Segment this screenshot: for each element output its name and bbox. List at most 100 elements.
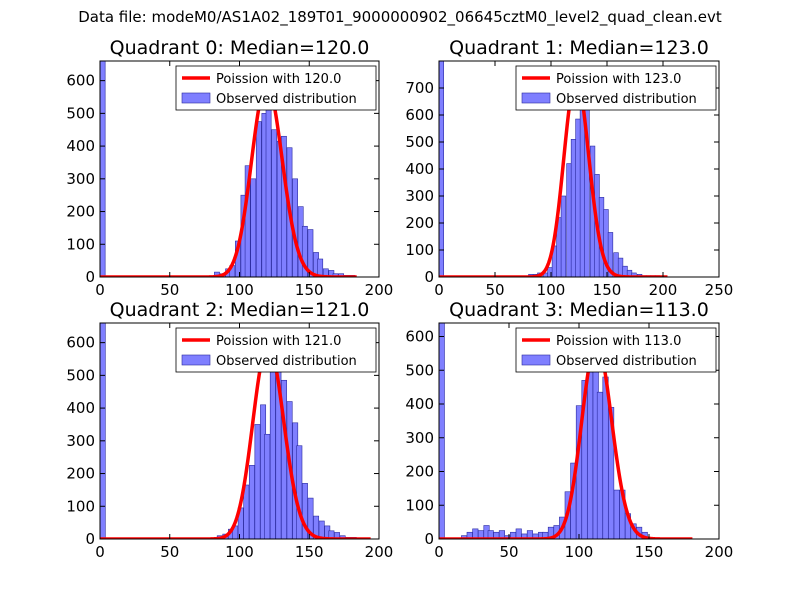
legend-bar-swatch (521, 354, 551, 366)
y-tick-label: 400 (66, 399, 95, 417)
histogram-bar (100, 323, 106, 539)
legend-bar-swatch (521, 92, 551, 104)
poisson-curve (100, 81, 358, 277)
histogram-bar (317, 258, 324, 277)
y-tick-label: 500 (405, 361, 434, 379)
legend-bar-swatch (181, 354, 211, 366)
histogram-bar (244, 165, 251, 277)
x-tick-label: 150 (295, 543, 324, 561)
x-tick-label: 0 (434, 281, 444, 299)
histogram-bar (439, 323, 445, 539)
histogram-bar (596, 391, 603, 539)
y-tick-label: 300 (66, 170, 95, 188)
panel-title: Quadrant 1: Median=123.0 (449, 37, 709, 59)
histogram-bar (254, 424, 261, 539)
y-tick-label: 300 (66, 432, 95, 450)
y-tick-label: 400 (66, 137, 95, 155)
histogram-bar (265, 83, 272, 277)
y-tick-label: 100 (66, 235, 95, 253)
legend: Poission with 120.0 Observed distribution (175, 65, 377, 111)
poisson-curve (439, 341, 694, 539)
x-tick-label: 0 (95, 281, 105, 299)
y-tick-label: 0 (424, 268, 434, 286)
histogram-bar (631, 272, 637, 277)
x-tick-label: 200 (649, 281, 678, 299)
legend-label-curve: Poission with 120.0 (216, 72, 341, 87)
histogram-bar (560, 195, 567, 277)
y-tick-label: 200 (66, 203, 95, 221)
legend-label-curve: Poission with 113.0 (556, 334, 681, 349)
panel-title: Quadrant 0: Median=120.0 (110, 37, 370, 59)
x-tick-label: 200 (365, 543, 394, 561)
y-tick-label: 0 (424, 530, 434, 548)
y-tick-label: 600 (405, 106, 434, 124)
x-tick-label: 50 (160, 281, 179, 299)
bar-group (439, 323, 654, 539)
figure-title: Data file: modeM0/AS1A02_189T01_90000009… (78, 8, 722, 26)
legend: Poission with 123.0 Observed distribution (515, 65, 717, 111)
y-tick-label: 600 (66, 334, 95, 352)
x-tick-label: 150 (593, 281, 622, 299)
x-tick-label: 200 (365, 281, 394, 299)
histogram-bar (271, 129, 278, 277)
histogram-bar (570, 139, 577, 277)
legend-box (175, 327, 377, 373)
legend-label-bars: Observed distribution (556, 354, 697, 369)
y-tick-label: 0 (85, 268, 95, 286)
histogram-bar (307, 229, 314, 277)
y-tick-label: 200 (405, 214, 434, 232)
panel-quadrant-0: 0 50 100 150 200 0 100 200 300 400 500 600 Quadrant … (66, 37, 393, 299)
histogram-bar (269, 371, 276, 539)
legend: Poission with 113.0 Observed distribution (515, 327, 717, 373)
histogram-bar (264, 433, 271, 539)
y-tick-label: 300 (405, 187, 434, 205)
panel-title: Quadrant 2: Median=121.0 (110, 299, 370, 321)
x-tick-label: 50 (485, 281, 504, 299)
y-tick-label: 500 (66, 366, 95, 384)
y-tick-label: 100 (405, 496, 434, 514)
panel-title: Quadrant 3: Median=113.0 (449, 299, 709, 321)
histogram-bar (255, 121, 262, 277)
y-tick-label: 400 (405, 160, 434, 178)
y-tick-label: 700 (405, 79, 434, 97)
x-tick-label: 100 (225, 543, 254, 561)
x-tick-label: 50 (160, 543, 179, 561)
legend-label-bars: Observed distribution (216, 92, 357, 107)
histogram-bar (575, 118, 581, 277)
legend-label-curve: Poission with 123.0 (556, 72, 681, 87)
x-tick-label: 50 (499, 543, 518, 561)
histogram-bar (296, 445, 303, 539)
histogram-bar (617, 257, 624, 277)
legend-label-bars: Observed distribution (216, 354, 357, 369)
histogram-bar (248, 465, 255, 539)
y-tick-label: 400 (405, 395, 434, 413)
x-tick-label: 150 (635, 543, 664, 561)
y-tick-label: 500 (405, 133, 434, 151)
y-tick-label: 100 (405, 241, 434, 259)
legend-bar-swatch (181, 92, 211, 104)
histogram-bar (250, 178, 257, 277)
y-tick-label: 100 (66, 497, 95, 515)
y-tick-label: 500 (66, 104, 95, 122)
panel-quadrant-1: 0 50 100 150 200 250 0 100 200 300 400 500 600 700 Qua… (405, 37, 733, 299)
histogram-bar (498, 530, 505, 539)
x-tick-label: 0 (434, 543, 444, 561)
histogram-bar (100, 61, 106, 277)
x-tick-label: 250 (705, 281, 734, 299)
panel-quadrant-2: 0 50 100 150 200 0 100 200 300 400 500 600 Quadrant … (66, 299, 393, 561)
y-tick-label: 200 (405, 463, 434, 481)
histogram-bar (281, 135, 287, 277)
histogram-bar (243, 484, 250, 539)
poisson-curve (100, 342, 372, 539)
legend: Poission with 121.0 Observed distribution (175, 327, 377, 373)
x-tick-label: 100 (537, 281, 566, 299)
x-tick-label: 100 (565, 543, 594, 561)
y-tick-label: 600 (405, 328, 434, 346)
histogram-bar (566, 163, 572, 277)
x-tick-label: 0 (95, 543, 105, 561)
x-tick-label: 200 (705, 543, 734, 561)
y-tick-label: 200 (66, 465, 95, 483)
histogram-bar (613, 489, 620, 539)
y-tick-label: 300 (405, 429, 434, 447)
